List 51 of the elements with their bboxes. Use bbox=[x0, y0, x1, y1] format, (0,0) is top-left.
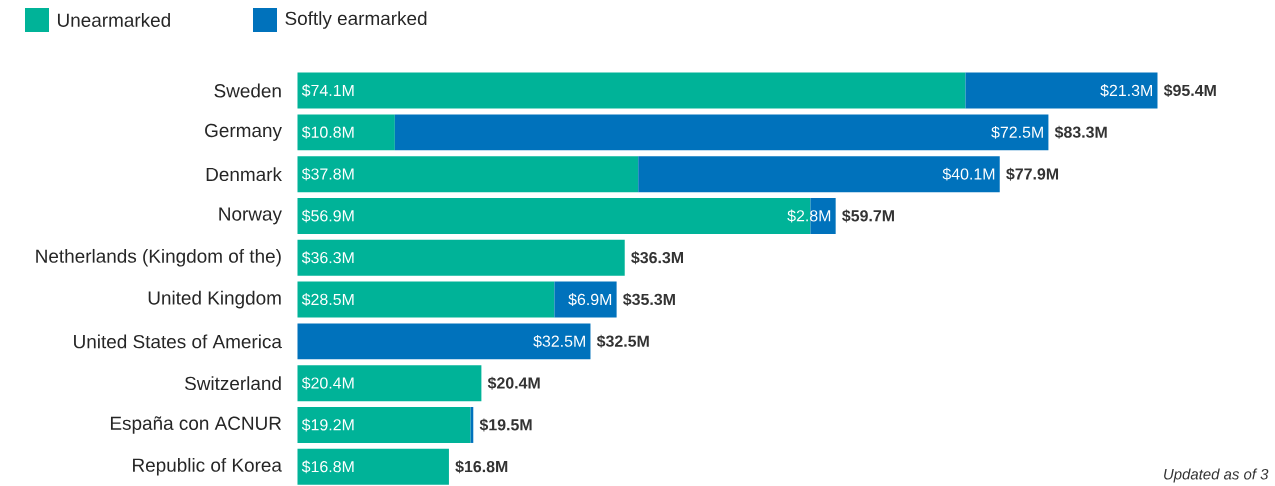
data-label: $16.8M bbox=[301, 460, 354, 474]
bar bbox=[297, 365, 482, 402]
total-label: $59.7M bbox=[842, 209, 894, 223]
total-label: $35.3M bbox=[623, 293, 675, 307]
bar bbox=[297, 323, 591, 360]
y-tick-label: Denmark bbox=[206, 167, 282, 182]
data-label: $19.2M bbox=[301, 418, 354, 432]
data-label: $74.1M bbox=[301, 84, 354, 98]
data-label: $36.3M bbox=[301, 251, 354, 265]
bar bbox=[394, 114, 1049, 151]
data-label: $37.8M bbox=[301, 167, 354, 181]
data-label: $6.9M bbox=[568, 293, 612, 307]
y-tick-label: Sweden bbox=[214, 83, 281, 98]
data-label: $20.4M bbox=[301, 376, 354, 390]
bar bbox=[965, 72, 1158, 109]
data-label: $10.8M bbox=[301, 125, 354, 139]
y-tick-label: Germany bbox=[205, 123, 282, 141]
y-tick-label: United States of America bbox=[74, 334, 282, 349]
y-tick-label: Netherlands (Kingdom of the) bbox=[36, 248, 281, 267]
total-label: $19.5M bbox=[479, 418, 532, 432]
y-tick-label: España con ACNUR bbox=[110, 416, 282, 434]
data-label: $40.1M bbox=[942, 167, 995, 181]
total-label: $20.4M bbox=[487, 376, 540, 390]
bar bbox=[297, 114, 395, 151]
data-label: $72.5M bbox=[991, 125, 1043, 139]
data-label: $28.5M bbox=[301, 293, 354, 307]
bar bbox=[297, 448, 449, 485]
bar bbox=[297, 281, 555, 318]
bar bbox=[297, 239, 625, 276]
total-label: $95.4M bbox=[1163, 84, 1216, 98]
data-label: $32.5M bbox=[533, 334, 585, 348]
data-label: $2.8M bbox=[787, 209, 831, 223]
y-tick-label: Republic of Korea bbox=[133, 457, 282, 476]
data-label: $56.9M bbox=[301, 209, 354, 223]
data-label: $21.3M bbox=[1100, 84, 1152, 98]
total-label: $16.8M bbox=[455, 460, 508, 474]
bar bbox=[297, 72, 966, 109]
bar bbox=[297, 156, 639, 193]
y-tick-label: Norway bbox=[219, 207, 282, 225]
total-label: $83.3M bbox=[1054, 125, 1107, 139]
bar bbox=[297, 406, 471, 443]
total-label: $77.9M bbox=[1006, 167, 1059, 181]
total-label: $32.5M bbox=[596, 334, 649, 348]
legend-label: Unearmarked bbox=[57, 13, 170, 27]
text: Updated as of 3 bbox=[1164, 468, 1269, 483]
total-label: $36.3M bbox=[631, 251, 684, 265]
bar bbox=[554, 281, 617, 318]
y-tick-label: Switzerland bbox=[184, 376, 281, 391]
bar bbox=[638, 156, 1000, 193]
y-tick-label: United Kingdom bbox=[148, 290, 281, 309]
legend-label: Softly earmarked bbox=[285, 11, 427, 29]
